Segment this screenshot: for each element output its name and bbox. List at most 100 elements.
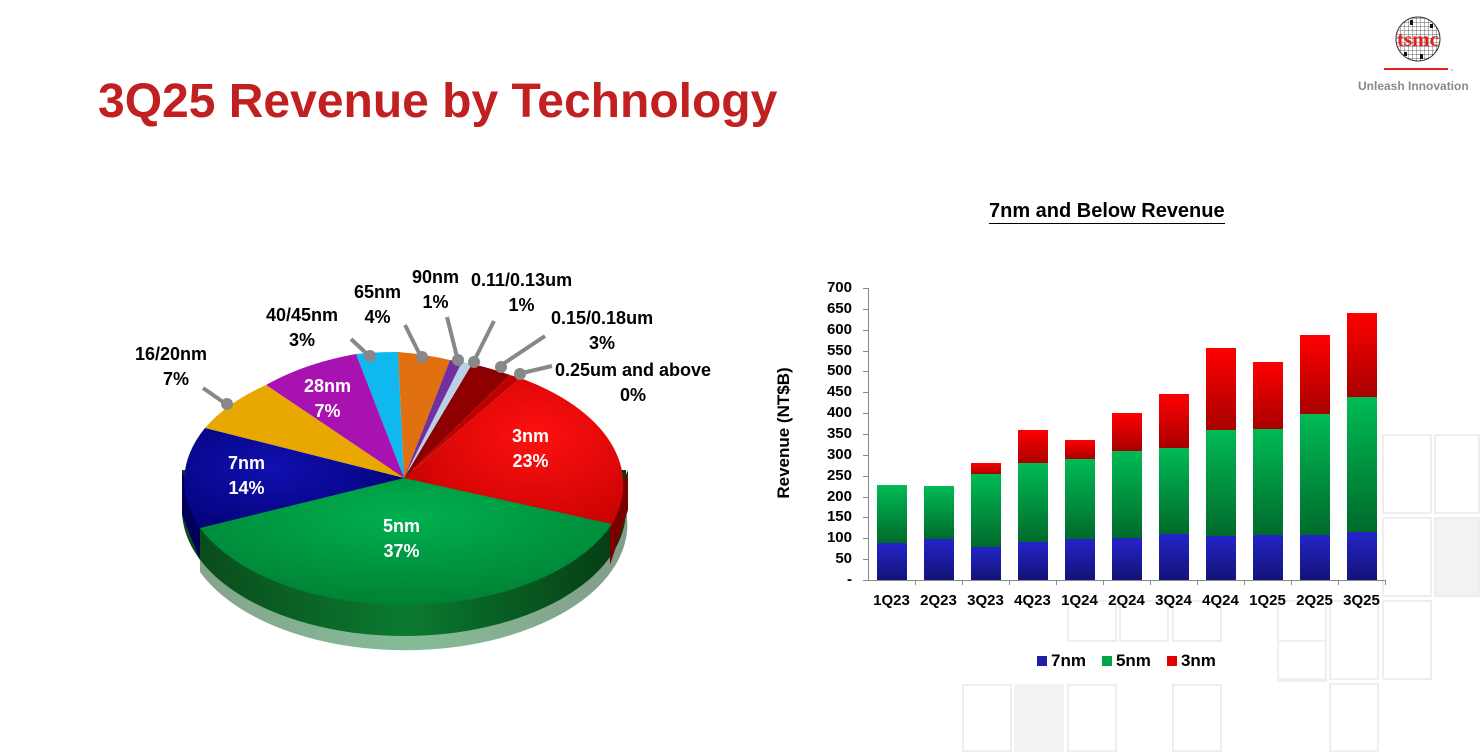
y-tick-mark: [863, 288, 868, 289]
bar-segment-7nm: [970, 547, 1001, 580]
bar-segment-7nm: [876, 542, 907, 580]
x-axis-line: [868, 580, 1386, 581]
bg-tile: [1172, 600, 1222, 642]
bg-tile: [1382, 600, 1432, 680]
y-tick-label: 400: [826, 404, 852, 422]
bg-tile: [1434, 434, 1480, 514]
tagline: Unleash Innovation: [1358, 79, 1469, 93]
bar-segment-3nm: [1017, 429, 1048, 463]
stacked-bar-3Q25: [1346, 313, 1377, 580]
bar-segment-5nm: [1299, 413, 1330, 535]
bar-segment-3nm: [1158, 393, 1189, 449]
bar-segment-5nm: [1346, 396, 1377, 533]
pie-label-65nm: 65nm 4%: [354, 282, 402, 327]
y-tick-mark: [863, 517, 868, 519]
y-tick-mark: [863, 434, 868, 435]
bar-segment-7nm: [1252, 534, 1283, 580]
bar-segment-7nm: [1064, 539, 1095, 580]
y-tick-label: 500: [826, 362, 852, 380]
y-tick-mark: [863, 496, 868, 498]
y-tick-mark: [863, 308, 868, 310]
y-tick-label: 100: [826, 529, 852, 547]
slide-title: 3Q25 Revenue by Technology: [98, 75, 778, 128]
tsmc-logo-icon: tsmc: [1384, 16, 1453, 71]
pie-label-5nm: 5nm 37%: [383, 516, 421, 561]
bg-tile: [1067, 600, 1117, 642]
bg-tile: [1067, 684, 1117, 752]
y-tick-label: 50: [835, 550, 852, 568]
pie-label-40-45nm: 40/45nm 3%: [266, 305, 339, 350]
pie-chart: 16/20nm 7% 40/45nm 3% 65nm 4% 90nm 1% 0.11/0…: [135, 267, 712, 651]
y-tick-mark: [863, 371, 868, 373]
y-tick-label: 250: [826, 466, 852, 484]
legend-swatch-7nm: [1037, 656, 1047, 666]
bar-segment-3nm: [1064, 439, 1095, 460]
pie-chart-graphic: [182, 316, 628, 651]
stacked-bar-2Q25: [1299, 335, 1330, 580]
x-tick-label: 1Q25: [1249, 592, 1286, 609]
x-tick-label: 2Q25: [1296, 592, 1333, 609]
bar-segment-7nm: [1111, 537, 1142, 580]
stacked-bar-4Q24: [1205, 348, 1236, 580]
y-tick-mark: [863, 329, 868, 331]
y-tick-label: 700: [826, 279, 852, 296]
legend-swatch-5nm: [1101, 656, 1112, 666]
y-tick-label: 550: [826, 341, 852, 359]
x-tick-label: 2Q23: [920, 592, 957, 609]
bar-segment-7nm: [1158, 534, 1189, 580]
y-tick-label: 650: [826, 299, 852, 317]
pie-label-16-20nm: 16/20nm 7%: [135, 344, 208, 389]
legend-item-3nm: 3nm: [1166, 651, 1216, 671]
stacked-bar-4Q23: [1017, 429, 1048, 580]
x-tick-mark: [1385, 580, 1386, 585]
y-tick-label: 300: [826, 445, 852, 463]
x-tick-label: 3Q25: [1343, 592, 1380, 609]
x-tick-mark: [915, 580, 916, 585]
x-tick-mark: [1009, 580, 1010, 585]
bar-segment-5nm: [1064, 459, 1095, 540]
bar-segment-3nm: [1346, 313, 1377, 397]
bg-tile: [1172, 684, 1222, 752]
x-tick-label: 1Q24: [1061, 592, 1098, 609]
bg-tile: [1434, 517, 1480, 597]
bar-segment-7nm: [923, 539, 954, 580]
bar-segment-5nm: [1252, 428, 1283, 535]
y-tick-label: 600: [826, 320, 852, 338]
pie-label-0-11-0-13um: 0.11/0.13um 1%: [471, 270, 573, 315]
bar-segment-5nm: [970, 474, 1001, 548]
bg-tile: [1119, 600, 1169, 642]
pie-label-7nm: 7nm 14%: [228, 453, 266, 498]
bg-tile: [1329, 683, 1379, 752]
stacked-bar-1Q25: [1252, 361, 1283, 580]
legend-item-5nm: 5nm: [1101, 651, 1151, 671]
bar-segment-5nm: [1205, 429, 1236, 536]
stacked-bar-2Q24: [1111, 413, 1142, 580]
bar-segment-5nm: [1158, 448, 1189, 535]
y-tick-label: 150: [826, 508, 852, 526]
x-tick-mark: [1291, 580, 1292, 585]
bg-tile: [1014, 684, 1064, 752]
x-tick-mark: [1056, 580, 1057, 585]
legend-item-7nm: 7nm: [1037, 651, 1086, 671]
bar-segment-3nm: [1252, 361, 1283, 429]
pie-label-90nm: 90nm 1%: [412, 267, 460, 312]
y-tick-mark: [863, 413, 868, 415]
bar-segment-5nm: [1111, 451, 1142, 538]
y-axis-line: [868, 288, 869, 581]
bg-tile: [962, 684, 1012, 752]
pie-label-0-15-0-18um: 0.15/0.18um 3%: [551, 308, 654, 353]
y-tick-label: 450: [826, 383, 852, 401]
bar-chart-title: 7nm and Below Revenue: [989, 200, 1225, 224]
y-tick-mark: [863, 559, 868, 561]
pie-label-0-25um-above: 0.25um and above 0%: [555, 360, 712, 405]
bar-segment-3nm: [1299, 335, 1330, 414]
y-tick-label: 350: [826, 425, 852, 442]
x-tick-mark: [962, 580, 963, 585]
bar-segment-3nm: [1205, 348, 1236, 430]
y-tick-mark: [863, 350, 868, 352]
bar-segment-5nm: [923, 485, 954, 540]
stacked-bar-1Q23: [876, 484, 907, 580]
bg-tile: [1382, 434, 1432, 514]
y-tick-mark: [863, 475, 868, 477]
x-tick-mark: [1338, 580, 1339, 585]
